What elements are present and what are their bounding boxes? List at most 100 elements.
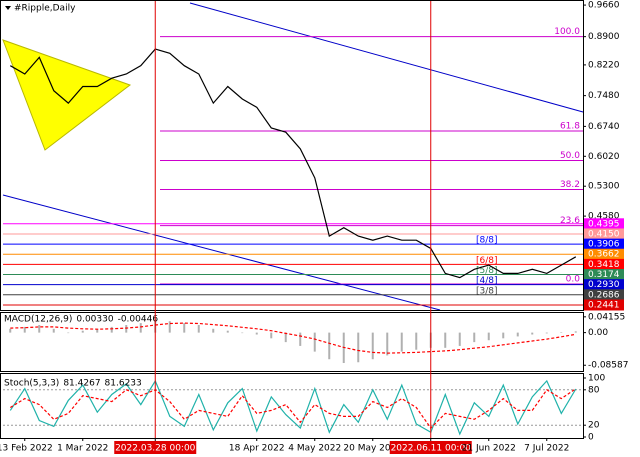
level-box — [584, 289, 624, 301]
indicator-readout: 0.00330 — [76, 315, 113, 325]
histogram-bar — [444, 332, 447, 348]
histogram-bar — [139, 323, 142, 333]
x-tick-label: 21 Jun 2022 — [462, 444, 516, 454]
y-tick-label: 0.5300 — [588, 182, 620, 192]
y-tick-label: 0.04155 — [588, 312, 625, 322]
level-label: 0.3662 — [588, 250, 620, 260]
level-label: 0.3906 — [588, 240, 620, 250]
level-tag: [5/8] — [476, 266, 498, 276]
histogram-bar — [38, 325, 41, 333]
histogram-bar — [487, 332, 490, 341]
x-tick-label: 20 May 2022 — [343, 444, 402, 454]
level-tag: [8/8] — [476, 236, 498, 246]
level-box — [584, 218, 624, 230]
y-tick-label: 0.9660 — [588, 1, 620, 11]
fibo-label: 100.0 — [554, 27, 580, 37]
histogram-bar — [473, 332, 476, 343]
marker-label: 2022.06.11 00:00 — [391, 444, 472, 454]
histogram-bar — [574, 331, 577, 333]
indicator-readout: -0.00446 — [118, 315, 159, 325]
macd-pane-frame — [0, 312, 584, 372]
histogram-bar — [357, 332, 360, 363]
x-tick-label: 7 Jul 2022 — [524, 444, 569, 454]
chart-title: #Ripple,Daily — [14, 4, 76, 14]
histogram-bar — [328, 332, 331, 360]
fibo-label: 61.8 — [560, 121, 580, 131]
histogram-bar — [255, 332, 258, 335]
histogram-bar — [284, 332, 287, 343]
histogram-bar — [545, 332, 548, 334]
level-tag: [6/8] — [476, 256, 498, 266]
y-tick-label: -0.08587 — [588, 361, 628, 371]
fibo-label: 23.6 — [560, 216, 580, 226]
level-label: 0.2930 — [588, 280, 620, 290]
fibo-label: 38.2 — [560, 180, 580, 190]
level-tag: [4/8] — [476, 276, 498, 286]
x-tick-label: 13 Feb 2022 — [0, 444, 53, 454]
histogram-bar — [531, 332, 534, 335]
histogram-bar — [96, 328, 99, 333]
histogram-bar — [560, 332, 563, 333]
channel-line — [2, 194, 441, 311]
y-tick-label: 80 — [588, 385, 600, 395]
y-tick-label: 0.7480 — [588, 91, 620, 101]
level-box — [584, 279, 624, 291]
y-tick-label: 0.6020 — [588, 152, 620, 162]
indicator-readout: 81.4267 — [63, 379, 100, 389]
main-pane-frame — [0, 0, 584, 311]
x-tick-label: 1 Mar 2022 — [57, 444, 108, 454]
series-line — [10, 48, 577, 279]
y-tick-label: 0.4580 — [588, 212, 620, 222]
y-tick-label: 0.00 — [588, 328, 608, 338]
histogram-bar — [516, 332, 519, 337]
histogram-bar — [52, 328, 55, 333]
histogram-bar — [270, 332, 273, 339]
level-label: 0.2441 — [588, 300, 620, 310]
histogram-bar — [168, 321, 171, 333]
level-box — [584, 238, 624, 250]
x-tick-label: 4 May 2022 — [288, 444, 341, 454]
indicator-readout: 81.6233 — [105, 379, 142, 389]
histogram-bar — [458, 332, 461, 346]
level-label: 0.3174 — [588, 270, 620, 280]
y-tick-label: 100 — [588, 374, 605, 384]
histogram-bar — [400, 332, 403, 352]
histogram-bar — [502, 332, 505, 339]
histogram-bar — [299, 332, 302, 346]
level-label: 0.3418 — [588, 260, 620, 270]
level-box — [584, 258, 624, 270]
histogram-bar — [226, 330, 229, 333]
histogram-bar — [110, 326, 113, 333]
histogram-bar — [23, 326, 26, 333]
menu-icon — [5, 6, 11, 10]
histogram-bar — [9, 328, 12, 333]
level-box — [584, 228, 624, 240]
histogram-bar — [197, 325, 200, 333]
fibo-label: 50.0 — [560, 151, 580, 161]
channel-line — [189, 2, 584, 113]
level-label: 0.4395 — [588, 219, 620, 229]
level-label: 0.4150 — [588, 229, 620, 239]
histogram-bar — [183, 323, 186, 333]
marker-label-box — [389, 441, 472, 454]
level-tag: [3/8] — [476, 286, 498, 296]
level-box — [584, 299, 624, 311]
histogram-bar — [67, 332, 70, 334]
y-tick-label: 20 — [588, 421, 600, 431]
indicator-title: Stoch(5,3,3) — [4, 379, 59, 389]
histogram-bar — [371, 332, 374, 360]
marker-label-box — [114, 441, 197, 454]
triangle-drawing — [2, 39, 132, 151]
fibo-label: 0.0 — [566, 275, 581, 285]
level-box — [584, 269, 624, 281]
histogram-bar — [313, 332, 316, 352]
histogram-bar — [241, 332, 244, 334]
stoch-pane-frame — [0, 373, 584, 439]
histogram-bar — [125, 325, 128, 333]
histogram-bar — [81, 330, 84, 333]
marker-label: 2022.03.28 00:00 — [115, 444, 196, 454]
histogram-bar — [386, 332, 389, 356]
level-label: 0.2686 — [588, 290, 620, 300]
